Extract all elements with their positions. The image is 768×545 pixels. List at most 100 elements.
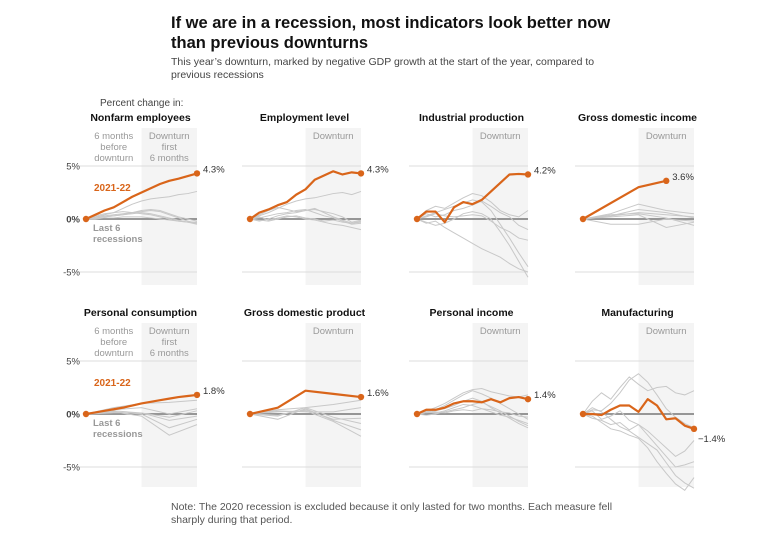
past-recession-line bbox=[416, 193, 529, 220]
past-recession-line bbox=[249, 208, 362, 223]
before-downturn-label: downturn bbox=[94, 348, 133, 359]
y-tick-label: 5% bbox=[66, 162, 80, 173]
past-recession-line bbox=[85, 190, 198, 220]
chart-title-line-1: If we are in a recession, most indicator… bbox=[171, 14, 610, 32]
past-recession-line bbox=[86, 216, 198, 224]
y-tick-label: -5% bbox=[63, 268, 80, 279]
start-point bbox=[413, 410, 421, 418]
end-point bbox=[193, 170, 201, 177]
current-line bbox=[416, 172, 529, 224]
start-point bbox=[579, 215, 587, 223]
start-point bbox=[413, 215, 421, 223]
current-line bbox=[249, 170, 362, 220]
downturn-label: Downturn bbox=[646, 326, 687, 337]
chart-subtitle-line-1: This year’s downturn, marked by negative… bbox=[171, 56, 594, 68]
downturn-label: Downturn bbox=[646, 131, 687, 142]
panel-personal-income: Personal income Downturn 1.4% bbox=[409, 307, 556, 487]
note-line-2: sharply during that period. bbox=[171, 514, 292, 526]
past-recession-line bbox=[416, 401, 529, 427]
panel-title: Gross domestic product bbox=[244, 307, 366, 319]
chart-subtitle-line-2: previous recessions bbox=[171, 69, 264, 81]
past-recession-line bbox=[249, 407, 362, 415]
y-tick-label: 0% bbox=[66, 410, 80, 421]
before-downturn-label: before bbox=[100, 142, 127, 153]
note-line-1: Note: The 2020 recession is excluded bec… bbox=[171, 501, 612, 513]
end-point bbox=[663, 177, 670, 185]
past-recession-line bbox=[249, 410, 362, 437]
downturn-shade bbox=[472, 128, 528, 285]
panel-title: Gross domestic income bbox=[578, 112, 697, 124]
panel-title: Nonfarm employees bbox=[90, 112, 191, 124]
downturn-label: Downturn bbox=[480, 131, 521, 142]
end-value-label: 3.6% bbox=[672, 172, 694, 183]
past-recession-line bbox=[249, 409, 362, 420]
past-recession-line bbox=[582, 208, 695, 220]
current-line bbox=[582, 179, 667, 220]
downturn-first-6-months-label: Downturn bbox=[149, 131, 190, 142]
current-series-label: 2021-22 bbox=[94, 378, 131, 389]
before-downturn-label: before bbox=[100, 337, 127, 348]
current-line bbox=[416, 395, 529, 415]
before-downturn-label: 6 months bbox=[94, 326, 133, 337]
past-recession-line bbox=[249, 408, 362, 431]
past-series-label: Last 6 bbox=[93, 223, 120, 234]
start-point bbox=[246, 215, 254, 223]
end-value-label: 4.3% bbox=[203, 164, 225, 175]
past-recession-line bbox=[416, 211, 529, 278]
downturn-label: Downturn bbox=[480, 326, 521, 337]
downturn-label: Downturn bbox=[313, 326, 354, 337]
past-recession-line bbox=[582, 376, 695, 415]
downturn-label: Downturn bbox=[313, 131, 354, 142]
downturn-first-6-months-label: first bbox=[162, 142, 178, 153]
end-point bbox=[690, 425, 698, 433]
past-recession-line bbox=[249, 208, 362, 225]
y-tick-label: -5% bbox=[63, 463, 80, 474]
end-value-label: 1.4% bbox=[534, 390, 556, 401]
start-point bbox=[82, 215, 90, 223]
end-point bbox=[524, 395, 532, 403]
past-recession-line bbox=[582, 410, 695, 468]
past-recession-line bbox=[416, 403, 529, 425]
panel-title: Industrial production bbox=[419, 112, 524, 124]
start-point bbox=[579, 410, 587, 418]
past-recession-line bbox=[85, 208, 198, 222]
end-point bbox=[193, 391, 201, 399]
past-recession-line bbox=[582, 203, 695, 220]
end-point bbox=[524, 171, 532, 178]
end-value-label: 4.3% bbox=[367, 164, 389, 175]
panel-gross-domestic-income: Gross domestic income Downturn 3.6% bbox=[575, 112, 697, 285]
panel-industrial-production: Industrial production Downturn 4.2% bbox=[409, 112, 556, 285]
downturn-shade bbox=[141, 128, 197, 285]
panel-gross-domestic-product: Gross domestic product Downturn 1.6% bbox=[242, 307, 389, 487]
downturn-first-6-months-label: 6 months bbox=[150, 153, 189, 164]
current-line bbox=[249, 389, 362, 416]
downturn-shade bbox=[305, 128, 361, 285]
before-downturn-label: 6 months bbox=[94, 131, 133, 142]
chart-title-line-2: than previous downturns bbox=[171, 34, 368, 52]
panel-title: Personal income bbox=[429, 307, 513, 319]
before-downturn-label: downturn bbox=[94, 153, 133, 164]
end-value-label: −1.4% bbox=[698, 434, 726, 445]
past-recession-line bbox=[416, 388, 529, 415]
start-point bbox=[82, 410, 90, 418]
current-line bbox=[583, 398, 695, 430]
y-tick-label: 0% bbox=[66, 215, 80, 226]
panel-employment-level: Employment level Downturn 4.3% bbox=[242, 112, 389, 285]
past-recession-line bbox=[249, 190, 362, 220]
end-value-label: 1.8% bbox=[203, 386, 225, 397]
downturn-first-6-months-label: Downturn bbox=[149, 326, 190, 337]
past-recession-line bbox=[416, 213, 529, 241]
current-line bbox=[85, 172, 198, 220]
panel-title: Employment level bbox=[260, 112, 349, 124]
panel-manufacturing: Manufacturing Downturn −1.4% bbox=[575, 307, 726, 492]
y-tick-label: 5% bbox=[66, 357, 80, 368]
past-recession-line bbox=[249, 215, 362, 224]
current-line bbox=[85, 393, 198, 416]
past-recession-line bbox=[85, 410, 198, 418]
end-value-label: 4.2% bbox=[534, 165, 556, 176]
downturn-first-6-months-label: 6 months bbox=[150, 348, 189, 359]
past-recession-line bbox=[582, 214, 695, 229]
y-axis-label: Percent change in: bbox=[100, 98, 183, 109]
